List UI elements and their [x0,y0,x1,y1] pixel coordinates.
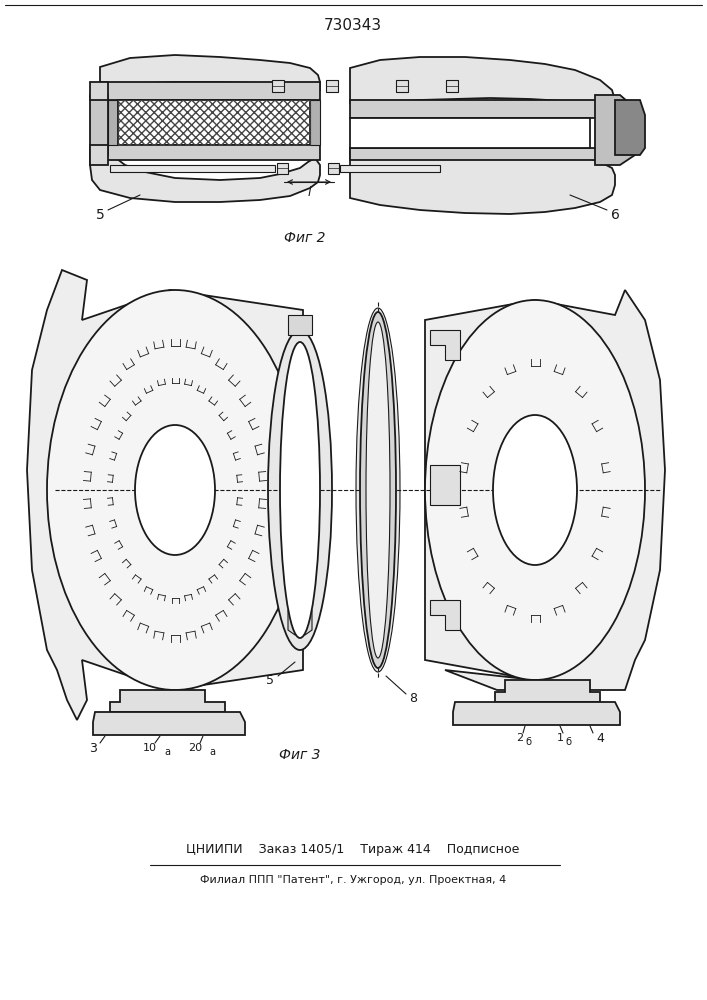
Ellipse shape [360,312,396,668]
Polygon shape [350,148,615,214]
Text: Филиал ППП "Патент", г. Ужгород, ул. Проектная, 4: Филиал ППП "Патент", г. Ужгород, ул. Про… [200,875,506,885]
Ellipse shape [135,425,215,555]
Text: l: l [308,186,311,200]
Polygon shape [430,465,460,505]
Bar [118,100,310,145]
Polygon shape [350,100,615,118]
Polygon shape [430,330,460,360]
Text: 20: 20 [188,743,202,753]
Polygon shape [90,82,108,100]
Text: 5: 5 [95,208,105,222]
Polygon shape [453,702,620,725]
Text: Фиг 3: Фиг 3 [279,748,321,762]
Text: 5: 5 [266,674,274,686]
Text: б: б [565,737,571,747]
Text: 10: 10 [143,743,157,753]
Polygon shape [396,80,408,92]
Text: 1: 1 [556,733,563,743]
Ellipse shape [366,322,390,658]
Text: 4: 4 [596,732,604,744]
Polygon shape [27,270,303,720]
Polygon shape [110,690,225,712]
Polygon shape [615,100,645,155]
Text: б: б [525,737,531,747]
Ellipse shape [280,342,320,638]
Text: 8: 8 [409,692,417,704]
Polygon shape [100,82,320,100]
Polygon shape [276,162,288,174]
Text: 730343: 730343 [324,17,382,32]
Polygon shape [310,100,320,145]
Polygon shape [350,148,615,160]
Text: ЦНИИПИ    Заказ 1405/1    Тираж 414    Подписное: ЦНИИПИ Заказ 1405/1 Тираж 414 Подписное [187,844,520,856]
Polygon shape [288,315,312,335]
Text: 6: 6 [611,208,619,222]
Polygon shape [495,680,600,702]
Polygon shape [350,118,590,148]
Polygon shape [100,55,320,105]
Polygon shape [430,600,460,630]
Text: Фиг 2: Фиг 2 [284,231,326,245]
Text: а: а [209,747,215,757]
Polygon shape [110,165,275,172]
Text: 2: 2 [516,733,524,743]
Polygon shape [595,95,635,165]
Polygon shape [425,290,665,690]
Ellipse shape [493,415,577,565]
Text: а: а [164,747,170,757]
Polygon shape [272,80,284,92]
Ellipse shape [47,290,303,690]
Ellipse shape [356,308,400,672]
Polygon shape [340,165,440,172]
Polygon shape [327,162,339,174]
Polygon shape [90,145,108,165]
Polygon shape [288,610,312,635]
Polygon shape [446,80,458,92]
Polygon shape [326,80,338,92]
Ellipse shape [268,330,332,650]
Ellipse shape [425,300,645,680]
Polygon shape [100,145,320,160]
Polygon shape [90,145,320,202]
Polygon shape [90,95,108,155]
Polygon shape [108,100,118,145]
Polygon shape [350,57,615,112]
Text: 3: 3 [89,742,97,754]
Polygon shape [93,712,245,735]
